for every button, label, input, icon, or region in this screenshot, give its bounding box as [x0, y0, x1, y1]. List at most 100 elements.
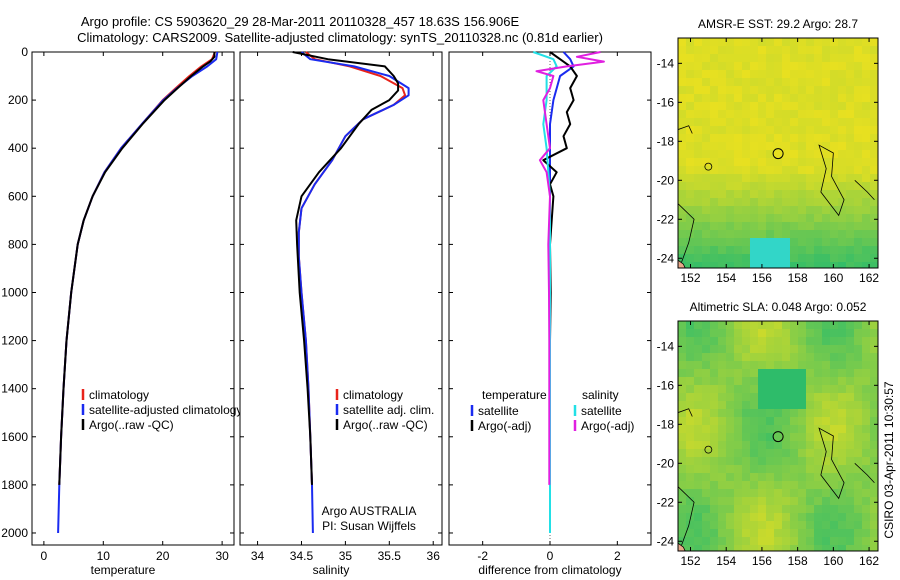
map-cell [734, 102, 743, 111]
map-cell [726, 222, 735, 231]
map-cell [838, 246, 847, 255]
map-cell [806, 353, 815, 362]
map-cell [790, 521, 799, 530]
map-cell [798, 353, 807, 362]
map-cell [862, 190, 871, 199]
map-cell [862, 361, 871, 370]
map-cell [822, 46, 831, 55]
map-cell [782, 449, 791, 458]
map-cell [686, 377, 695, 386]
map-cell [702, 118, 711, 127]
map-cell [742, 353, 751, 362]
legend-entry: Argo(..raw -QC) [89, 418, 174, 432]
map-cell [742, 158, 751, 167]
map-cell [774, 54, 783, 63]
map-cell [734, 361, 743, 370]
map-cell [846, 134, 855, 143]
map-cell [870, 38, 878, 47]
map-cell [766, 70, 775, 79]
map-cell [782, 158, 791, 167]
map-cell [814, 345, 823, 354]
map-cell [710, 329, 719, 338]
map-cell [694, 174, 703, 183]
map-cell [830, 537, 839, 546]
map-cell [702, 401, 711, 410]
map-cell [806, 537, 815, 546]
map-cell [766, 353, 775, 362]
map-cell [758, 230, 767, 239]
map-cell [710, 166, 719, 175]
map-cell [862, 529, 871, 538]
map-cell [774, 46, 783, 55]
map-cell [766, 513, 775, 522]
map-cell [710, 62, 719, 71]
map-cell [758, 433, 767, 442]
map-cell [694, 377, 703, 386]
map-cell [766, 190, 775, 199]
map-cell [758, 238, 767, 247]
map-cell [830, 497, 839, 506]
map-cell [806, 329, 815, 338]
map-cell [710, 118, 719, 127]
map-cell [862, 385, 871, 394]
map-cell [710, 425, 719, 434]
map-cell [718, 70, 727, 79]
map-cell [870, 174, 878, 183]
map-cell [838, 377, 847, 386]
map-cell [678, 465, 687, 474]
map-cell [806, 529, 815, 538]
map-cell [702, 166, 711, 175]
map-cell [806, 54, 815, 63]
x-tick-label: 0 [41, 549, 48, 563]
map-cell [694, 401, 703, 410]
map-cell [822, 401, 831, 410]
map-cell [854, 505, 863, 514]
map-cell [790, 473, 799, 482]
map-cell [774, 214, 783, 223]
map-cell [790, 86, 799, 95]
map-cell [734, 46, 743, 55]
map-cell [790, 102, 799, 111]
map-cell [838, 222, 847, 231]
map-cell [846, 214, 855, 223]
map-cell [782, 369, 791, 378]
map-cell [734, 214, 743, 223]
map-cell [710, 377, 719, 386]
map-cell [726, 497, 735, 506]
map-cell [862, 142, 871, 151]
map-cell [710, 441, 719, 450]
map-cell [782, 198, 791, 207]
map-cell [726, 369, 735, 378]
map-cell [742, 198, 751, 207]
map-cell [678, 150, 687, 159]
map-cell [678, 54, 687, 63]
map-cell [726, 118, 735, 127]
map-cell [710, 401, 719, 410]
map-cell [774, 166, 783, 175]
map-cell [710, 353, 719, 362]
map-cell [702, 214, 711, 223]
map-cell [726, 537, 735, 546]
map-cell [718, 86, 727, 95]
map-cell [870, 182, 878, 191]
map-cell [734, 262, 743, 268]
map-cell [694, 110, 703, 119]
map-cell [830, 457, 839, 466]
map-cell [854, 230, 863, 239]
map-cell [742, 150, 751, 159]
map-cell [830, 198, 839, 207]
map-cell [790, 94, 799, 103]
map-cell [774, 238, 783, 247]
map-cell [710, 337, 719, 346]
map-cell [726, 345, 735, 354]
map-cell [774, 206, 783, 215]
map-cell [694, 353, 703, 362]
map-cell [790, 505, 799, 514]
map-cell [678, 433, 687, 442]
map-cell [710, 254, 719, 263]
map-cell [782, 441, 791, 450]
map-cell [750, 385, 759, 394]
map-cell [766, 214, 775, 223]
legend-entry: satellite-adjusted climatology [89, 403, 242, 417]
